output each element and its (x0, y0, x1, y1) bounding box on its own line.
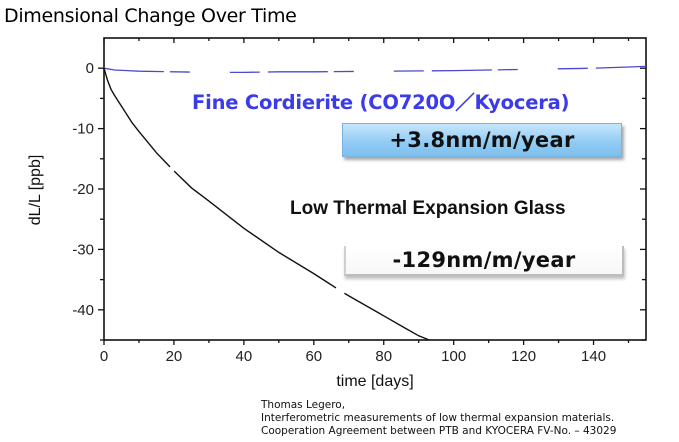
series1-rate-text: +3.8nm/m/year (389, 128, 575, 152)
citation-author: Thomas Legero, (261, 399, 346, 411)
y-axis-ticks: 0 -10 -20 -30 -40 (72, 60, 646, 341)
x-tick-label: 120 (511, 348, 536, 365)
y-tick-label: 0 (86, 60, 94, 77)
y-tick-label: -10 (72, 121, 94, 138)
x-axis-label: time [days] (336, 373, 413, 390)
x-tick-label: 20 (166, 348, 183, 365)
citation-title: Interferometric measurements of low ther… (261, 412, 615, 424)
x-tick-label: 60 (305, 348, 322, 365)
series1-annotation: Fine Cordierite (CO720O／Kyocera) (192, 91, 570, 114)
x-tick-label: 40 (236, 348, 253, 365)
series2-rate-badge: -129nm/m/year (344, 246, 624, 276)
series-glass-line (103, 68, 430, 341)
x-tick-label: 100 (441, 348, 466, 365)
x-tick-label: 140 (581, 348, 606, 365)
y-tick-label: -40 (72, 302, 94, 319)
series2-annotation: Low Thermal Expansion Glass (290, 198, 566, 219)
data-series (103, 65, 647, 341)
citation: Thomas Legero, Interferometric measureme… (261, 399, 616, 438)
x-axis-ticks: 0 20 40 60 80 100 120 140 (100, 38, 630, 365)
series2-rate-text: -129nm/m/year (392, 248, 576, 272)
y-axis-label: dL/L [ppb] (27, 155, 44, 226)
x-tick-label: 80 (375, 348, 392, 365)
series1-rate-badge: +3.8nm/m/year (342, 123, 622, 157)
x-tick-label: 0 (100, 348, 108, 365)
y-tick-label: -30 (72, 241, 94, 258)
plot-frame (103, 37, 647, 341)
y-tick-label: -20 (72, 181, 94, 198)
citation-agreement: Cooperation Agreement between PTB and KY… (261, 425, 617, 437)
series-cordierite-line (103, 65, 647, 74)
chart-title: Dimensional Change Over Time (4, 5, 297, 27)
